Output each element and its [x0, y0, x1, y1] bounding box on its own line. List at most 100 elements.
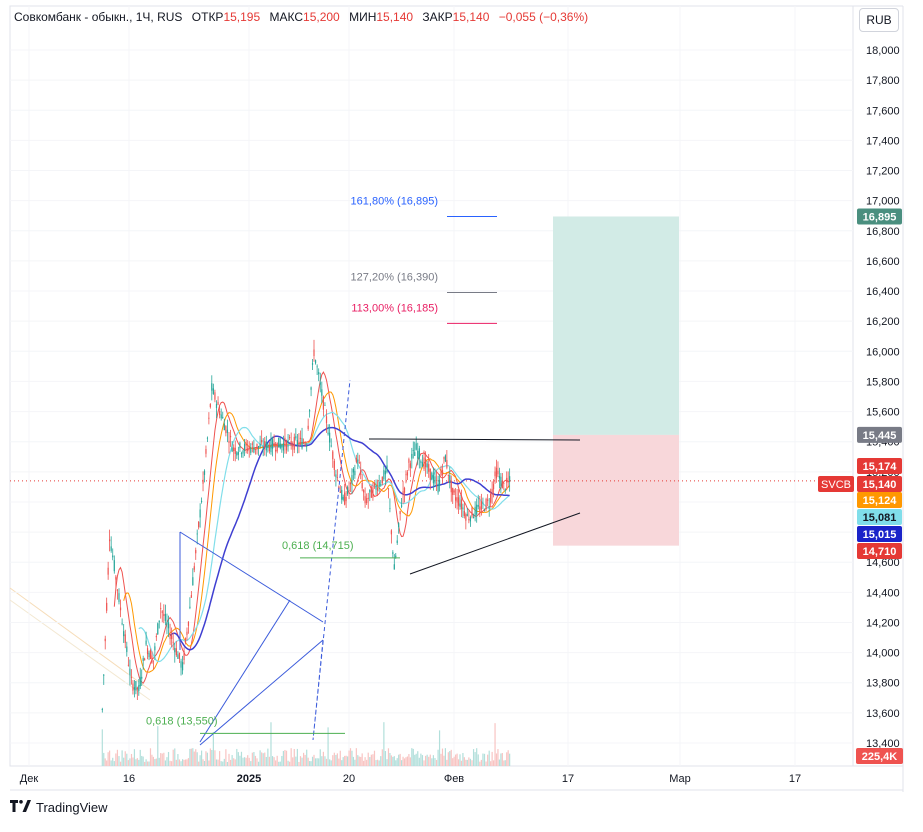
price-tick-label: 15,800 [866, 376, 900, 388]
volume-bar [253, 752, 255, 766]
chart-pane[interactable] [9, 5, 854, 767]
candle-body [208, 417, 210, 419]
volume-bar [479, 761, 481, 766]
candle-body [501, 480, 503, 489]
stop-zone[interactable] [553, 434, 679, 546]
candle-body [373, 482, 376, 486]
candle-body [228, 440, 230, 444]
volume-bar [480, 759, 482, 766]
candle-body [345, 497, 347, 502]
volume-bar [408, 754, 410, 766]
volume-bar [257, 761, 260, 766]
tradingview-brand[interactable]: TradingView [10, 800, 108, 815]
volume-bar [174, 748, 176, 766]
candle-body [460, 499, 463, 510]
volume-bar [205, 751, 207, 766]
volume-bar [409, 757, 411, 766]
candle-body [415, 443, 417, 450]
volume-bar [184, 759, 187, 766]
volume-bar [485, 761, 487, 766]
candle-body [290, 440, 292, 447]
volume-bar [324, 756, 326, 766]
symbol-title[interactable]: Совкомбанк - обыкн., 1Ч, RUS [14, 10, 183, 24]
candle-body [437, 483, 439, 493]
volume-bar [271, 756, 274, 766]
time-tick-label: 17 [562, 773, 574, 785]
volume-bar [247, 755, 249, 766]
volume-bar [124, 751, 126, 766]
volume-bar [132, 757, 134, 766]
volume-bar [415, 753, 417, 766]
volume-bar [507, 750, 509, 766]
price-tick-label: 14,200 [866, 617, 900, 629]
volume-bar [482, 753, 484, 766]
price-badge-value: 15,445 [863, 430, 897, 442]
trend-line[interactable] [179, 531, 324, 623]
volume-bar [101, 729, 103, 766]
candle-body [247, 448, 249, 452]
candle-body [121, 623, 123, 625]
volume-bar [172, 749, 174, 766]
candle-body [355, 457, 357, 462]
candle-body [307, 425, 309, 429]
candle-body [225, 426, 227, 434]
currency-button[interactable]: RUB [859, 8, 899, 32]
volume-bar [129, 758, 131, 766]
trend-line[interactable] [199, 639, 324, 746]
candle-body [384, 470, 387, 475]
volume-bar [178, 759, 181, 766]
volume-bar [477, 754, 479, 766]
target-zone[interactable] [553, 216, 679, 435]
volume-bar [459, 754, 461, 766]
volume-bar [215, 759, 218, 766]
volume-bar [130, 753, 133, 766]
volume-bar [367, 752, 369, 766]
candle-body [135, 681, 137, 691]
candle-body [370, 486, 372, 498]
volume-bar [447, 752, 449, 766]
price-badge [857, 426, 902, 443]
volume-bar [414, 754, 416, 766]
volume-bar [279, 761, 281, 766]
volume-bar [495, 753, 498, 766]
time-tick-label: 16 [123, 773, 135, 785]
volume-bar [139, 749, 141, 766]
candle-body [172, 641, 174, 643]
projection-line[interactable] [312, 379, 351, 741]
trend-line[interactable] [199, 599, 291, 743]
volume-bar [325, 758, 328, 766]
trend-line[interactable] [368, 438, 581, 441]
candle-body [222, 416, 224, 418]
candle-body [259, 443, 261, 448]
candle-body [160, 608, 162, 610]
candle-body [138, 685, 140, 691]
volume-bar [144, 761, 146, 766]
trend-line[interactable] [409, 512, 581, 575]
candle-body [243, 443, 246, 451]
volume-bar [396, 758, 398, 766]
candle-body [248, 446, 250, 449]
price-badge [857, 492, 902, 508]
candle-body [234, 447, 236, 454]
volume-bar [327, 727, 329, 766]
candle-body [463, 510, 465, 516]
volume-bar [501, 753, 503, 766]
candle-body [276, 442, 278, 452]
candle-body [313, 349, 315, 357]
volume-bar [504, 760, 506, 766]
volume-bar [112, 757, 114, 766]
volume-bar [116, 749, 119, 766]
volume-bar [256, 758, 258, 766]
volume-bar [175, 759, 177, 766]
volume-bar [151, 754, 153, 766]
volume-bar [306, 749, 308, 766]
candle-body [186, 631, 188, 635]
ticker-badge [818, 476, 854, 492]
volume-bar [432, 755, 435, 766]
candle-body [196, 533, 198, 535]
candle-body [477, 505, 479, 507]
candle-body [220, 414, 222, 419]
candle-body [420, 461, 422, 464]
